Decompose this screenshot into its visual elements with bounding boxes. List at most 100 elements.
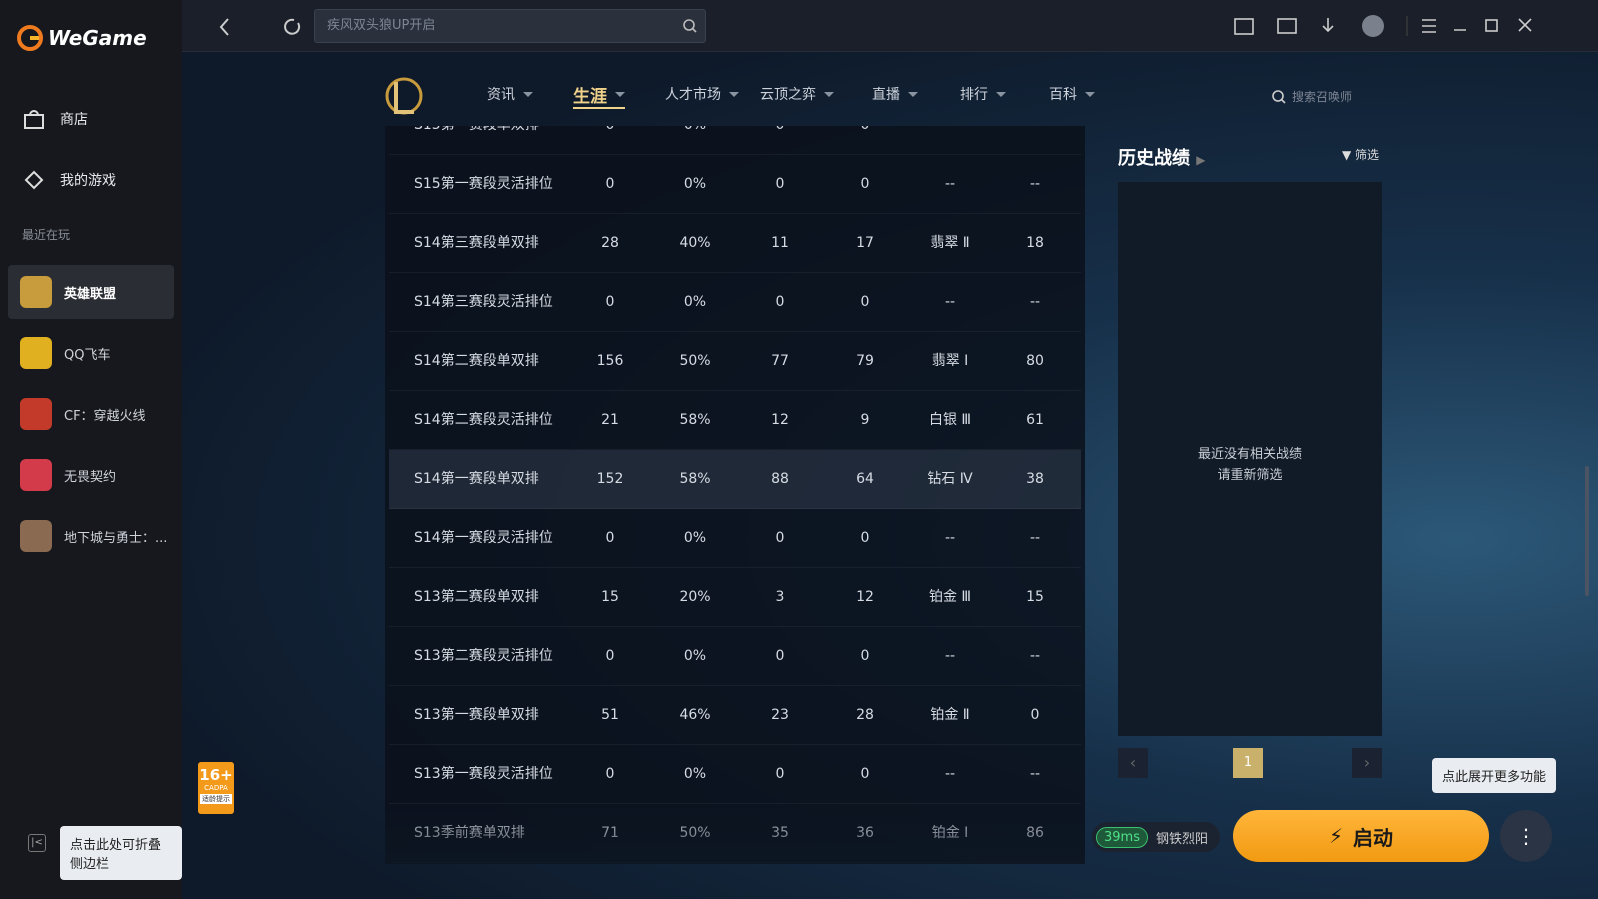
table-cell: 40% [679,235,711,251]
table-cell: 0 [775,176,785,192]
table-cell: -- [944,530,956,546]
game-icon [20,337,52,369]
table-cell: 0 [775,530,785,546]
recent-game[interactable]: 无畏契约 [8,448,174,502]
filter-button[interactable]: ▼ 筛选 [1342,148,1380,162]
recent-game[interactable]: CF：穿越火线 [8,387,174,441]
tab[interactable]: 直播 [872,84,918,104]
table-row: S14第一赛段灵活排位 0 0% 0 0 -- -- [389,509,1081,568]
tab[interactable]: 排行 [960,84,1006,104]
logo-icon [17,25,43,51]
table-cell: 9 [860,412,870,428]
table-cell: 0% [684,126,706,155]
tab[interactable]: 生涯 [573,82,625,109]
table-cell: 0 [776,126,785,155]
history-title: 历史战绩 ▶ [1118,148,1206,169]
table-cell: 28 [856,707,874,723]
table-cell: 15 [1026,589,1044,605]
table-cell: 80 [1026,353,1044,369]
summoner-search-placeholder: 搜索召唤师 [1292,90,1353,104]
tab-label: 排行 [960,87,988,103]
table-row: S15第一赛段单双排 0 0% 0 0 -- -- [389,126,1081,155]
table-row: S14第二赛段灵活排位 21 58% 12 9 白银 Ⅲ 61 [389,391,1081,450]
table-cell: 88 [771,471,789,487]
table-cell: 17 [856,235,874,251]
recent-game[interactable]: 英雄联盟 [8,265,174,319]
table-cell: 0 [860,648,870,664]
table-cell: -- [944,294,956,310]
season-name: S13第二赛段灵活排位 [414,648,553,664]
season-name: S14第二赛段单双排 [414,353,539,369]
season-name: S14第一赛段单双排 [414,471,539,487]
season-name: S13第一赛段单双排 [414,707,539,723]
nav-store[interactable]: 商店 [22,104,182,134]
tab-label: 生涯 [573,87,607,107]
age-tip: 适龄提示 [200,794,232,804]
table-cell: 20% [679,589,711,605]
table-row: S14第三赛段单双排 28 40% 11 17 翡翠 Ⅱ 18 [389,214,1081,273]
table-cell: -- [1029,766,1041,782]
table-cell: 61 [1026,412,1044,428]
table-cell: 0 [605,294,615,310]
table-cell: -- [944,648,956,664]
next-page[interactable]: › [1352,748,1382,778]
table-cell: 0 [605,176,615,192]
section-label: 最近在玩 [22,228,71,242]
game-icon [20,276,52,308]
topbar: 疾风双头狼UP开启 [182,0,1598,52]
table-cell: 0% [683,530,707,546]
table-cell: 0 [775,294,785,310]
tab[interactable]: 人才市场 [665,84,739,104]
more-tip: 点此展开更多功能 [1432,758,1557,793]
table-cell: -- [1029,648,1041,664]
nav-buttons[interactable] [214,16,304,38]
table-cell: 0 [605,648,615,664]
sidebar: WeGame 商店 我的游戏 最近在玩 16+ CADPA 适龄提示 |< 点击… [0,0,234,899]
table-row: S14第二赛段单双排 156 50% 77 79 翡翠 Ⅰ 80 [389,332,1081,391]
tab[interactable]: 云顶之弈 [760,84,834,104]
tab-label: 直播 [872,87,900,103]
season-name: S13第二赛段单双排 [414,589,539,605]
table-cell: 64 [856,471,874,487]
window-controls[interactable] [1232,14,1598,40]
table-cell: -- [945,126,955,155]
prev-page[interactable]: ‹ [1118,748,1148,778]
table-cell: -- [1030,126,1040,155]
table-cell: 38 [1026,471,1044,487]
table-cell: -- [1029,294,1041,310]
tab[interactable]: 百科 [1049,84,1095,104]
table-cell: 0% [683,648,707,664]
tab-label: 资讯 [487,87,515,103]
launch-button[interactable]: ⚡ 启动 [1233,810,1489,862]
table-cell: 铂金 Ⅱ [930,707,970,723]
season-name: S15第一赛段灵活排位 [414,176,553,192]
search-placeholder: 疾风双头狼UP开启 [327,18,436,33]
table-cell: 46% [679,707,711,723]
history-empty: 最近没有相关战绩 请重新筛选 [1118,182,1382,736]
season-name: S13第一赛段灵活排位 [414,766,553,782]
server-name: 钢铁烈阳 [1155,831,1208,847]
table-cell: 0% [683,294,707,310]
nav-mygames[interactable]: 我的游戏 [22,165,182,195]
table-cell: 翡翠 Ⅱ [930,235,970,251]
game-label: 地下城与勇士：... [64,530,168,546]
server-info[interactable]: 39ms 钢铁烈阳 [1092,822,1220,852]
summoner-search[interactable]: 搜索召唤师 [1272,88,1352,105]
recent-game[interactable]: QQ飞车 [8,326,174,380]
table-cell: -- [1029,176,1041,192]
table-cell: 51 [601,707,619,723]
tab[interactable]: 资讯 [487,84,533,104]
table-cell: 58% [679,471,711,487]
table-cell: 0 [861,126,870,155]
table-cell: 21 [601,412,619,428]
collapse-button[interactable]: |< [28,834,46,852]
page-number[interactable]: 1 [1233,748,1263,778]
table-cell: -- [944,766,956,782]
recent-game[interactable]: 地下城与勇士：... [8,509,174,563]
table-cell: 0 [860,294,870,310]
search-box[interactable]: 疾风双头狼UP开启 [314,9,706,43]
table-cell: 0 [775,648,785,664]
more-button[interactable]: ⋮ [1500,810,1552,862]
game-icon [20,398,52,430]
